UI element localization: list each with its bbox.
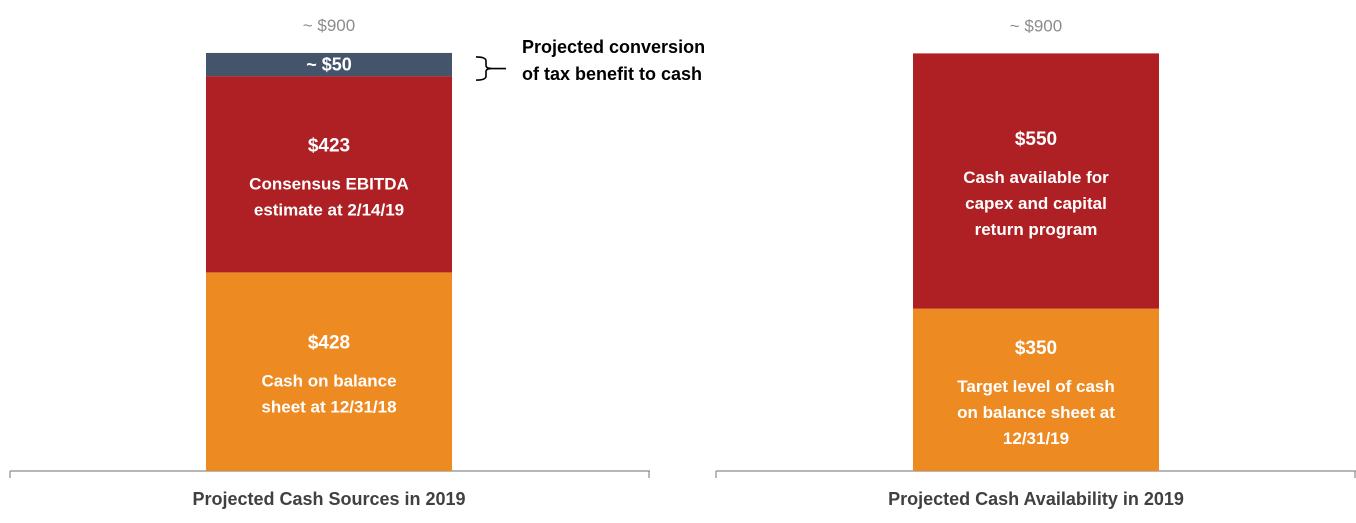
bar-segment-ebitda <box>206 76 452 273</box>
x-axis-label: Projected Cash Availability in 2019 <box>888 489 1184 509</box>
segment-text-ebitda: estimate at 2/14/19 <box>254 200 404 219</box>
bar-segment-cash <box>206 272 452 471</box>
annotation-text: Projected conversion <box>522 37 705 57</box>
annotation-bracket <box>475 56 506 81</box>
segment-text-available: capex and capital <box>965 194 1107 213</box>
segment-text-cash: sheet at 12/31/18 <box>261 398 396 417</box>
bar-segment-tax <box>206 52 452 77</box>
segment-text-available: return program <box>975 220 1098 239</box>
total-label: ~ $900 <box>1010 16 1062 35</box>
segment-text-cash: Cash on balance <box>261 372 396 391</box>
data-label-ebitda: $423 <box>308 135 350 156</box>
bar-segment-available <box>913 53 1159 309</box>
bar-segment-target <box>913 308 1159 471</box>
segment-text-available: Cash available for <box>963 168 1109 187</box>
data-label-available: $550 <box>1015 129 1057 150</box>
data-label-cash: $428 <box>308 333 350 354</box>
data-label-target: $350 <box>1015 338 1057 359</box>
x-axis-label: Projected Cash Sources in 2019 <box>192 489 465 509</box>
segment-text-ebitda: Consensus EBITDA <box>249 174 409 193</box>
segment-text-target: 12/31/19 <box>1003 429 1069 448</box>
total-label: ~ $900 <box>303 16 355 35</box>
segment-text-target: Target level of cash <box>957 377 1114 396</box>
data-label-tax: ~ $50 <box>306 55 352 75</box>
annotation-text: of tax benefit to cash <box>522 64 702 84</box>
segment-text-target: on balance sheet at <box>957 403 1115 422</box>
